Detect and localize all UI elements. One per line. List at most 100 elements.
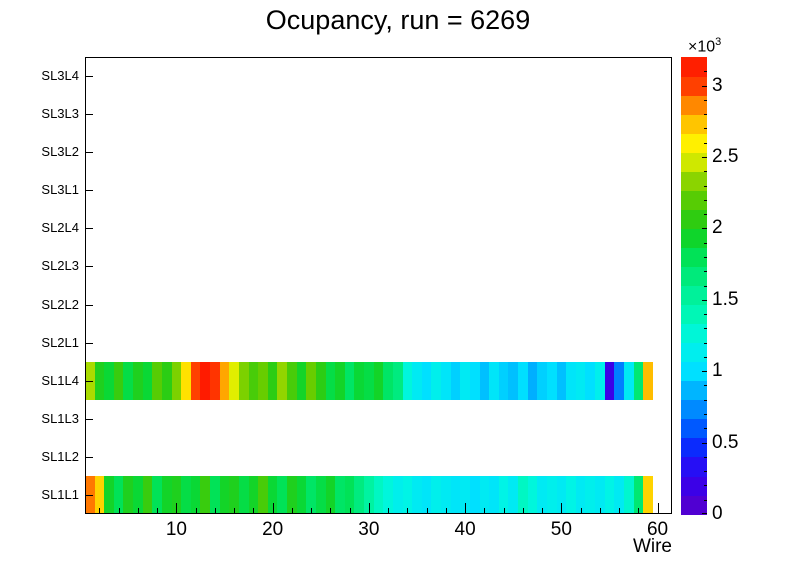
y-axis-label: SL3L4 xyxy=(41,68,79,84)
colorbar-minor-tick xyxy=(704,271,707,273)
colorbar-minor-tick xyxy=(704,328,707,330)
colorbar-segment xyxy=(681,133,707,153)
heatmap-cell xyxy=(556,361,567,400)
colorbar-segment xyxy=(681,342,707,363)
heatmap-cell xyxy=(508,475,519,514)
x-axis-tick-label: 50 xyxy=(550,519,572,540)
z-scale-label: ×103 xyxy=(688,36,721,56)
heatmap-cell xyxy=(364,475,375,514)
colorbar-minor-tick xyxy=(704,471,707,473)
heatmap-cell xyxy=(104,361,115,400)
x-axis-minor-tick xyxy=(445,508,447,513)
heatmap-cell xyxy=(575,361,586,400)
x-axis-minor-tick xyxy=(99,508,101,513)
colorbar-tick xyxy=(702,85,707,87)
colorbar-segment xyxy=(681,323,707,344)
heatmap-cell xyxy=(113,475,124,514)
heatmap-cell xyxy=(258,475,269,514)
y-axis-tick xyxy=(86,456,93,458)
colorbar-segment xyxy=(681,304,707,325)
heatmap-cell xyxy=(344,361,355,400)
colorbar-segment xyxy=(681,95,707,115)
heatmap-cell xyxy=(441,361,452,400)
colorbar-minor-tick xyxy=(704,356,707,358)
heatmap-cell xyxy=(364,361,375,400)
colorbar-segment xyxy=(681,456,707,477)
colorbar xyxy=(681,57,707,515)
x-axis-minor-tick xyxy=(311,508,313,513)
y-axis-tick xyxy=(86,418,93,420)
z-scale-mantissa: ×10 xyxy=(688,38,716,56)
heatmap-cell xyxy=(190,361,201,400)
heatmap-cell xyxy=(623,475,634,514)
heatmap-cell xyxy=(373,475,384,514)
colorbar-segment xyxy=(681,228,707,249)
heatmap-cell xyxy=(248,475,259,514)
colorbar-tick-label: 1 xyxy=(712,360,723,382)
heatmap-cell xyxy=(277,361,288,400)
heatmap-cell xyxy=(460,361,471,400)
heatmap-cell xyxy=(392,475,403,514)
heatmap-cell xyxy=(566,361,577,400)
heatmap-cell xyxy=(479,475,490,514)
heatmap-cell xyxy=(412,361,423,400)
heatmap-cell xyxy=(431,361,442,400)
heatmap-cell xyxy=(498,475,509,514)
colorbar-segment xyxy=(681,266,707,287)
heatmap-cell xyxy=(335,475,346,514)
colorbar-minor-tick xyxy=(704,485,707,487)
y-axis-label: SL2L3 xyxy=(41,258,79,274)
y-axis-label: SL2L4 xyxy=(41,220,79,236)
colorbar-segment xyxy=(681,399,707,420)
heatmap-cell xyxy=(479,361,490,400)
x-axis-tick-label: 40 xyxy=(454,519,476,540)
heatmap-cell xyxy=(643,361,654,400)
colorbar-segment xyxy=(681,494,707,515)
heatmap-cell xyxy=(489,361,500,400)
heatmap-cell xyxy=(450,361,461,400)
x-axis-tick xyxy=(561,503,563,513)
heatmap-cell xyxy=(392,361,403,400)
heatmap-cell xyxy=(94,475,105,514)
heatmap-cell xyxy=(133,361,144,400)
heatmap-cell xyxy=(518,361,529,400)
heatmap-cell xyxy=(142,475,153,514)
colorbar-minor-tick xyxy=(704,214,707,216)
heatmap-cell xyxy=(633,361,644,400)
heatmap-cell xyxy=(450,475,461,514)
x-axis-minor-tick xyxy=(522,508,524,513)
x-axis-minor-tick xyxy=(638,508,640,513)
colorbar-minor-tick xyxy=(704,499,707,501)
x-axis-minor-tick xyxy=(214,508,216,513)
heatmap-cell xyxy=(315,475,326,514)
x-axis-minor-tick xyxy=(137,508,139,513)
colorbar-minor-tick xyxy=(704,428,707,430)
y-axis-tick xyxy=(86,76,93,78)
colorbar-segment xyxy=(681,190,707,210)
x-axis-minor-tick xyxy=(426,508,428,513)
heatmap-cell xyxy=(604,361,615,400)
colorbar-minor-tick xyxy=(704,399,707,401)
heatmap-cell xyxy=(113,361,124,400)
y-axis-label: SL1L3 xyxy=(41,410,79,426)
heatmap-cell xyxy=(161,475,172,514)
x-axis-tick-label: 30 xyxy=(358,519,380,540)
y-axis-tick xyxy=(86,190,93,192)
colorbar-minor-tick xyxy=(704,256,707,258)
x-axis-minor-tick xyxy=(330,508,332,513)
heatmap-cell xyxy=(556,475,567,514)
colorbar-minor-tick xyxy=(704,385,707,387)
colorbar-segment xyxy=(681,152,707,172)
heatmap-cell xyxy=(171,361,182,400)
heatmap-cell xyxy=(104,475,115,514)
heatmap-cell xyxy=(643,475,654,514)
heatmap-cell xyxy=(441,475,452,514)
x-axis-tick xyxy=(176,503,178,513)
heatmap-cell xyxy=(287,475,298,514)
colorbar-minor-tick xyxy=(704,71,707,73)
heatmap-cell xyxy=(238,475,249,514)
colorbar-minor-tick xyxy=(704,99,707,101)
colorbar-minor-tick xyxy=(704,128,707,130)
heatmap-cell xyxy=(566,475,577,514)
